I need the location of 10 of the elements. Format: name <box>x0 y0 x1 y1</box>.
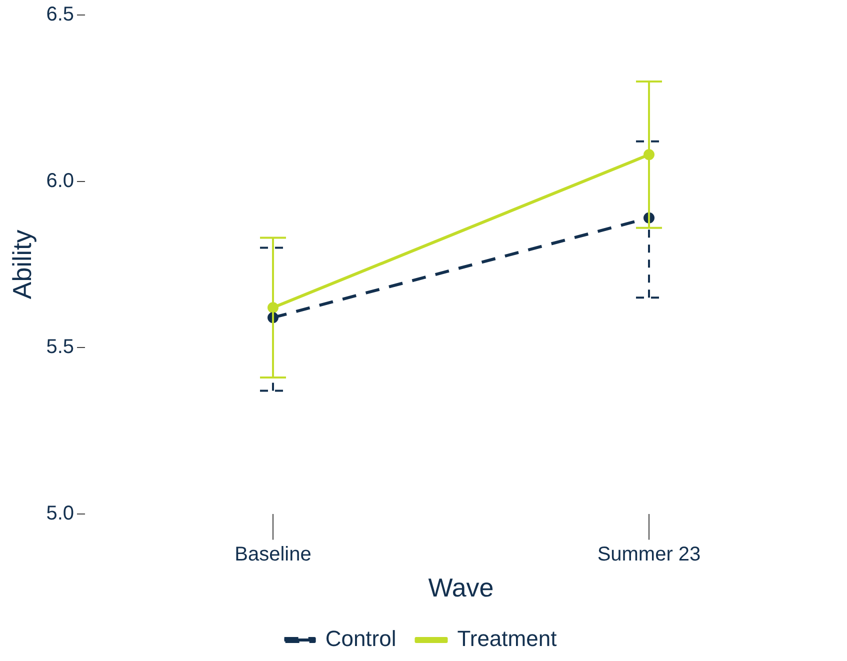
y-tick-label: 5.5 <box>46 336 74 358</box>
legend-label: Control <box>325 626 396 652</box>
x-tick-label: Baseline <box>234 543 312 566</box>
x-tick-label: Summer 23 <box>597 543 701 566</box>
y-tick-label: 6.5 <box>46 4 74 26</box>
y-axis-title: Ability <box>6 230 37 300</box>
x-axis-title: Wave <box>428 572 494 603</box>
y-tick-label: 5.0 <box>46 502 74 524</box>
legend-label: Treatment <box>457 626 557 652</box>
y-tick-label: 6.0 <box>46 170 74 192</box>
